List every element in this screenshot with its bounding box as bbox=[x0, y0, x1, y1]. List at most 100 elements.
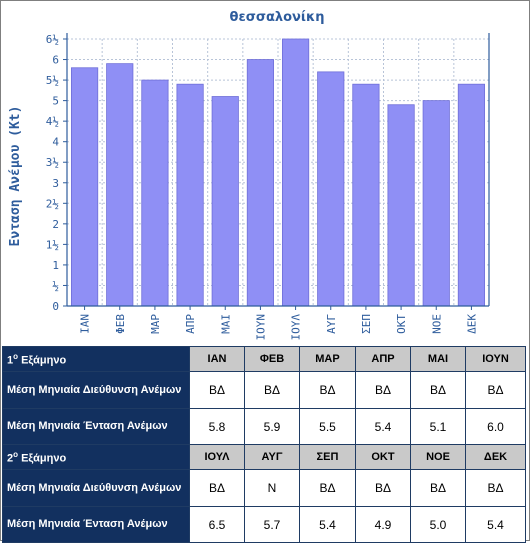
intensity-cell: 6.0 bbox=[465, 408, 526, 445]
x-tick-label: ΦΕΒ bbox=[114, 314, 127, 334]
semester-ordinal: ο bbox=[13, 450, 19, 460]
y-tick-label: 4½ bbox=[46, 115, 59, 128]
chart-title: θεσσαλονίκη bbox=[230, 10, 325, 25]
direction-cell: ΒΔ bbox=[299, 371, 356, 409]
x-tick-label: ΑΥΓ bbox=[325, 314, 338, 334]
y-tick-label: 5½ bbox=[46, 74, 59, 87]
bar-0 bbox=[70, 67, 99, 307]
month-header-cell: ΔΕΚ bbox=[465, 444, 526, 470]
month-header-cell: ΣΕΠ bbox=[299, 444, 356, 470]
direction-cell: ΒΔ bbox=[189, 371, 245, 409]
y-tick-label: 2½ bbox=[46, 197, 59, 210]
x-tick-label: ΜΑΙ bbox=[219, 314, 232, 334]
month-header-cell: ΜΑΙ bbox=[410, 346, 466, 372]
intensity-cell: 5.0 bbox=[410, 506, 466, 543]
direction-cell: ΒΔ bbox=[244, 371, 300, 409]
y-tick-label: 0 bbox=[52, 300, 59, 313]
chart-axes bbox=[63, 33, 490, 310]
semester-title: 1ο Εξάμηνο bbox=[2, 346, 190, 372]
table-header-row: 2ο Εξάμηνο ΙΟΥΛ ΑΥΓ ΣΕΠ ΟΚΤ ΝΟΕ ΔΕΚ bbox=[2, 444, 526, 470]
direction-cell: ΒΔ bbox=[299, 469, 356, 507]
y-tick-label: 2 bbox=[52, 218, 59, 231]
chart-grid bbox=[67, 38, 489, 306]
wind-table: 1ο Εξάμηνο ΙΑΝ ΦΕΒ ΜΑΡ ΑΠΡ ΜΑΙ ΙΟΥΝ Μέση Μηνιαί… bbox=[2, 346, 526, 543]
direction-cell: ΒΔ bbox=[465, 469, 526, 507]
y-tick-labels: 0 ½ 1 1½ 2 2½ 3 3½ 4 4½ 5 5½ 6 6½ bbox=[46, 33, 60, 313]
x-tick-label: ΙΑΝ bbox=[79, 314, 92, 334]
y-tick-label: 1 bbox=[52, 259, 59, 272]
bar-11 bbox=[457, 83, 486, 307]
semester-ordinal: ο bbox=[13, 352, 19, 362]
direction-cell: ΒΔ bbox=[355, 469, 411, 507]
direction-cell: ΒΔ bbox=[465, 371, 526, 409]
direction-row-label: Μέση Μηνιαία Διεύθυνση Ανέμων bbox=[2, 469, 190, 507]
y-tick-label: ½ bbox=[52, 279, 59, 292]
intensity-cell: 6.5 bbox=[189, 506, 245, 543]
x-tick-label: ΙΟΥΛ bbox=[290, 314, 303, 341]
intensity-cell: 4.9 bbox=[355, 506, 411, 543]
intensity-row-label: Μέση Μηνιαία Ένταση Ανέμων bbox=[2, 506, 190, 543]
y-tick-label: 3½ bbox=[46, 156, 59, 169]
y-tick-label: 5 bbox=[52, 95, 59, 108]
x-tick-labels: ΙΑΝ ΦΕΒ ΜΑΡ ΑΠΡ ΜΑΙ ΙΟΥΝ ΙΟΥΛ ΑΥΓ ΣΕΠ ΟΚΤ ΝΟΕ ΔΕΚ bbox=[79, 314, 479, 341]
direction-row-label: Μέση Μηνιαία Διεύθυνση Ανέμων bbox=[2, 371, 190, 409]
bar-3 bbox=[176, 83, 204, 307]
table-intensity-row: Μέση Μηνιαία Ένταση Ανέμων 6.5 5.7 5.4 4.9 5.… bbox=[2, 506, 526, 543]
direction-cell: Ν bbox=[244, 469, 300, 507]
y-tick-label: 6½ bbox=[46, 33, 59, 46]
intensity-cell: 5.1 bbox=[410, 408, 466, 445]
x-tick-label: ΝΟΕ bbox=[430, 314, 443, 334]
direction-cell: ΒΔ bbox=[410, 469, 466, 507]
intensity-cell: 5.4 bbox=[355, 408, 411, 445]
semester-word: Εξάμηνο bbox=[18, 452, 67, 465]
month-header-cell: ΦΕΒ bbox=[244, 346, 300, 372]
direction-cell: ΒΔ bbox=[410, 371, 466, 409]
semester-number: 1 bbox=[7, 354, 14, 367]
month-header-cell: ΙΑΝ bbox=[189, 346, 245, 372]
direction-cell: ΒΔ bbox=[189, 469, 245, 507]
month-header-cell: ΝΟΕ bbox=[410, 444, 466, 470]
direction-cell: ΒΔ bbox=[355, 371, 411, 409]
month-header-cell: ΜΑΡ bbox=[299, 346, 356, 372]
bar-6 bbox=[281, 38, 310, 307]
month-header-cell: ΟΚΤ bbox=[355, 444, 411, 470]
chart-bars bbox=[70, 38, 486, 307]
bar-10 bbox=[422, 100, 450, 307]
y-tick-label: 1½ bbox=[46, 238, 59, 251]
table-intensity-row: Μέση Μηνιαία Ένταση Ανέμων 5.8 5.9 5.5 5.4 5.… bbox=[2, 408, 526, 445]
x-tick-label: ΟΚΤ bbox=[395, 314, 408, 334]
semester-number: 2 bbox=[7, 452, 14, 465]
x-tick-label: ΔΕΚ bbox=[465, 314, 478, 334]
month-header-cell: ΑΠΡ bbox=[355, 346, 411, 372]
month-header-cell: ΙΟΥΝ bbox=[465, 346, 526, 372]
bar-2 bbox=[141, 79, 169, 307]
bar-8 bbox=[352, 83, 380, 307]
bar-5 bbox=[246, 59, 275, 307]
x-tick-label: ΙΟΥΝ bbox=[254, 314, 267, 341]
x-tick-label: ΣΕΠ bbox=[360, 314, 373, 334]
y-tick-label: 4 bbox=[52, 136, 59, 149]
intensity-cell: 5.4 bbox=[299, 506, 356, 543]
bar-4 bbox=[211, 96, 239, 307]
bar-1 bbox=[106, 63, 134, 307]
y-axis-label: Ενταση Ανέμου (Kt) bbox=[8, 106, 23, 247]
intensity-cell: 5.4 bbox=[465, 506, 526, 543]
x-tick-label: ΜΑΡ bbox=[149, 314, 162, 334]
table-direction-row: Μέση Μηνιαία Διεύθυνση Ανέμων ΒΔ ΒΔ ΒΔ ΒΔ ΒΔ Β… bbox=[2, 371, 526, 409]
intensity-cell: 5.9 bbox=[244, 408, 300, 445]
month-header-cell: ΙΟΥΛ bbox=[189, 444, 245, 470]
month-header-cell: ΑΥΓ bbox=[244, 444, 300, 470]
intensity-row-label: Μέση Μηνιαία Ένταση Ανέμων bbox=[2, 408, 190, 445]
intensity-cell: 5.5 bbox=[299, 408, 356, 445]
wind-chart: θεσσαλονίκη 0 ½ 1 1½ 2 2½ 3 3½ 4 4½ 5 5½ 6 6½ ΙΑΝ ΦΕΒ Μ… bbox=[8, 10, 490, 341]
table-header-row: 1ο Εξάμηνο ΙΑΝ ΦΕΒ ΜΑΡ ΑΠΡ ΜΑΙ ΙΟΥΝ bbox=[2, 346, 526, 372]
intensity-cell: 5.7 bbox=[244, 506, 300, 543]
y-tick-label: 6 bbox=[52, 54, 59, 67]
x-tick-label: ΑΠΡ bbox=[184, 314, 197, 334]
table-direction-row: Μέση Μηνιαία Διεύθυνση Ανέμων ΒΔ Ν ΒΔ ΒΔ ΒΔ ΒΔ bbox=[2, 469, 526, 507]
semester-title: 2ο Εξάμηνο bbox=[2, 444, 190, 470]
bar-7 bbox=[317, 71, 345, 307]
intensity-cell: 5.8 bbox=[189, 408, 245, 445]
y-tick-label: 3 bbox=[52, 177, 59, 190]
